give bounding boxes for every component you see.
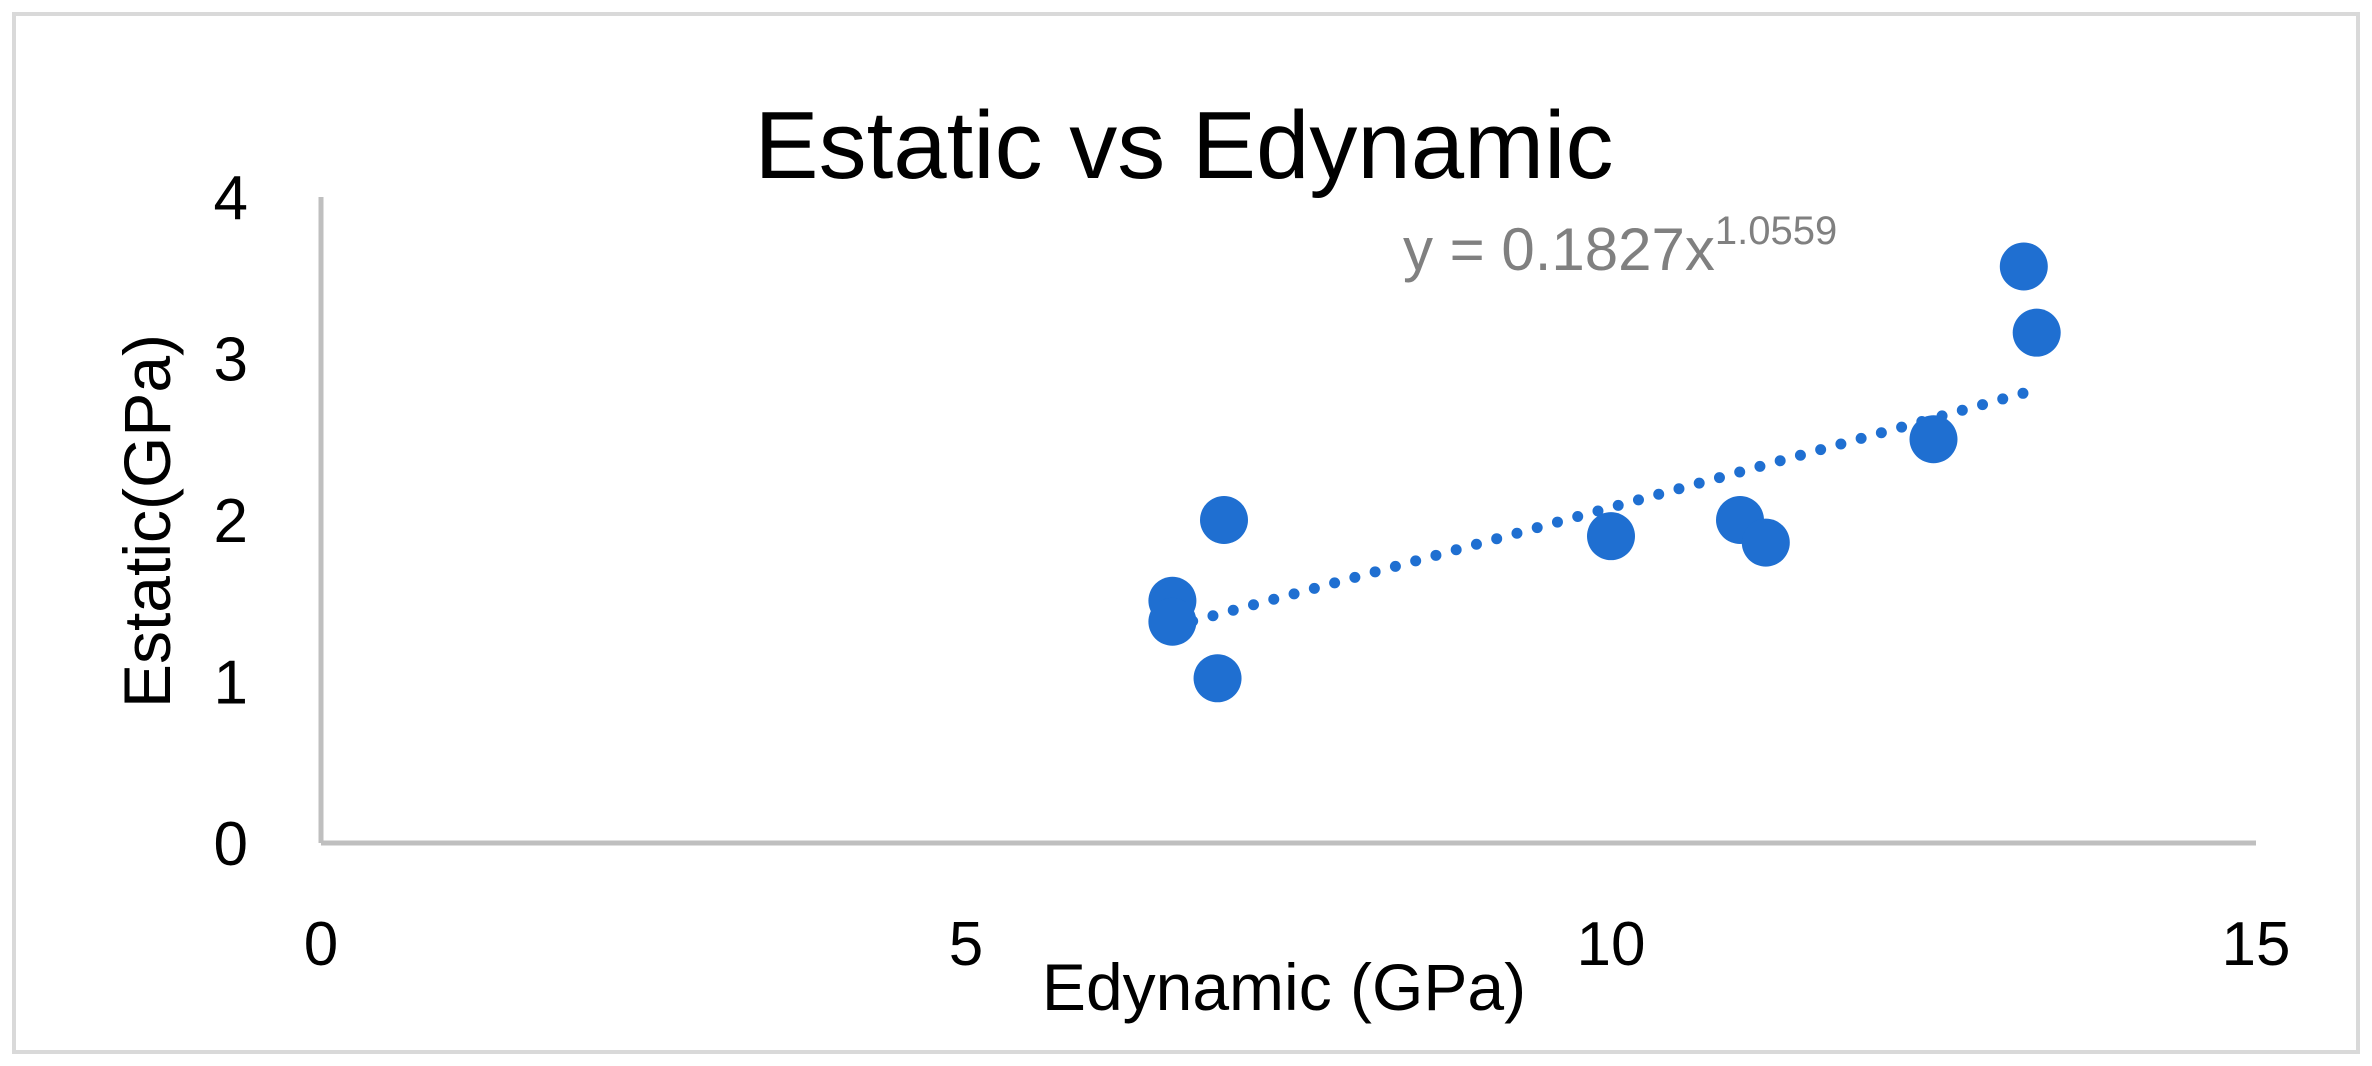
y-tick-label: 0 xyxy=(214,810,248,879)
data-point xyxy=(1909,415,1958,464)
x-axis-label: Edynamic (GPa) xyxy=(1042,950,1526,1024)
x-tick-label: 15 xyxy=(2222,910,2291,979)
x-tick-label: 10 xyxy=(1577,910,1646,979)
data-point xyxy=(1741,518,1790,567)
y-tick-label: 1 xyxy=(214,649,248,718)
data-point xyxy=(1148,597,1197,646)
chart-title: Estatic vs Edynamic xyxy=(755,92,1614,199)
x-tick-label: 5 xyxy=(949,910,983,979)
y-tick-label: 2 xyxy=(214,487,248,556)
y-tick-labels: 0 1 2 3 4 xyxy=(214,164,248,879)
data-point xyxy=(1999,242,2048,291)
chart-border xyxy=(12,12,2360,1054)
trendline-equation-base: y = 0.1827x xyxy=(1403,216,1715,283)
y-tick-label: 3 xyxy=(214,326,248,395)
data-point xyxy=(1587,512,1635,561)
y-axis-label: Estatic(GPa) xyxy=(110,334,184,708)
trendline-equation: y = 0.1827x1.0559 xyxy=(1403,209,1837,283)
data-point xyxy=(2012,308,2061,357)
trendline-equation-exponent: 1.0559 xyxy=(1715,209,1837,253)
x-tick-label: 0 xyxy=(304,910,338,979)
scatter-series xyxy=(1148,242,2061,703)
x-tick-labels: 0 5 10 15 xyxy=(304,910,2291,979)
data-point xyxy=(1193,654,1242,703)
power-trendline xyxy=(1166,384,2043,633)
y-tick-label: 4 xyxy=(214,164,248,233)
data-point xyxy=(1200,496,1248,544)
